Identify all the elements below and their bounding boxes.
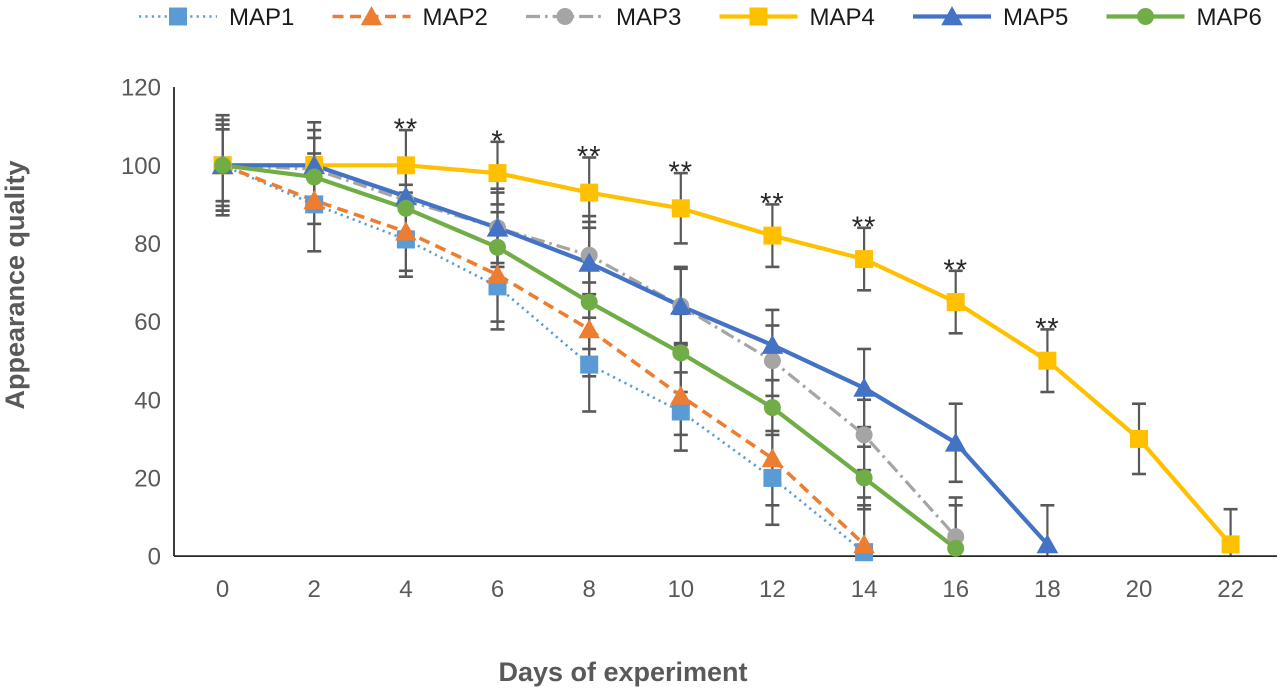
svg-text:120: 120 — [121, 75, 161, 102]
svg-text:**: ** — [852, 211, 877, 243]
svg-text:2: 2 — [308, 576, 321, 603]
svg-text:8: 8 — [583, 576, 596, 603]
svg-text:20: 20 — [134, 465, 161, 492]
svg-text:MAP3: MAP3 — [616, 4, 681, 31]
svg-text:MAP6: MAP6 — [1197, 4, 1262, 31]
svg-text:MAP1: MAP1 — [229, 4, 294, 31]
svg-text:12: 12 — [759, 576, 786, 603]
svg-text:40: 40 — [134, 387, 161, 414]
svg-text:80: 80 — [134, 231, 161, 258]
svg-text:10: 10 — [667, 576, 694, 603]
svg-text:**: ** — [1035, 313, 1060, 345]
svg-text:0: 0 — [148, 544, 161, 571]
svg-text:MAP4: MAP4 — [810, 4, 875, 31]
svg-text:18: 18 — [1034, 576, 1061, 603]
svg-text:100: 100 — [121, 153, 161, 180]
svg-text:22: 22 — [1217, 576, 1244, 603]
svg-text:14: 14 — [851, 576, 878, 603]
svg-text:16: 16 — [942, 576, 969, 603]
svg-text:4: 4 — [399, 576, 412, 603]
svg-text:MAP5: MAP5 — [1003, 4, 1068, 31]
svg-text:MAP2: MAP2 — [423, 4, 488, 31]
svg-text:20: 20 — [1126, 576, 1153, 603]
svg-text:0: 0 — [216, 576, 229, 603]
svg-text:Appearance quality: Appearance quality — [0, 160, 30, 409]
svg-text:**: ** — [760, 188, 785, 220]
svg-text:**: ** — [577, 141, 602, 173]
svg-text:**: ** — [943, 254, 968, 286]
svg-text:*: * — [491, 125, 503, 157]
svg-text:Days of experiment: Days of experiment — [498, 657, 747, 687]
svg-text:**: ** — [669, 157, 694, 189]
svg-text:**: ** — [394, 114, 419, 146]
svg-text:60: 60 — [134, 309, 161, 336]
svg-text:6: 6 — [491, 576, 504, 603]
